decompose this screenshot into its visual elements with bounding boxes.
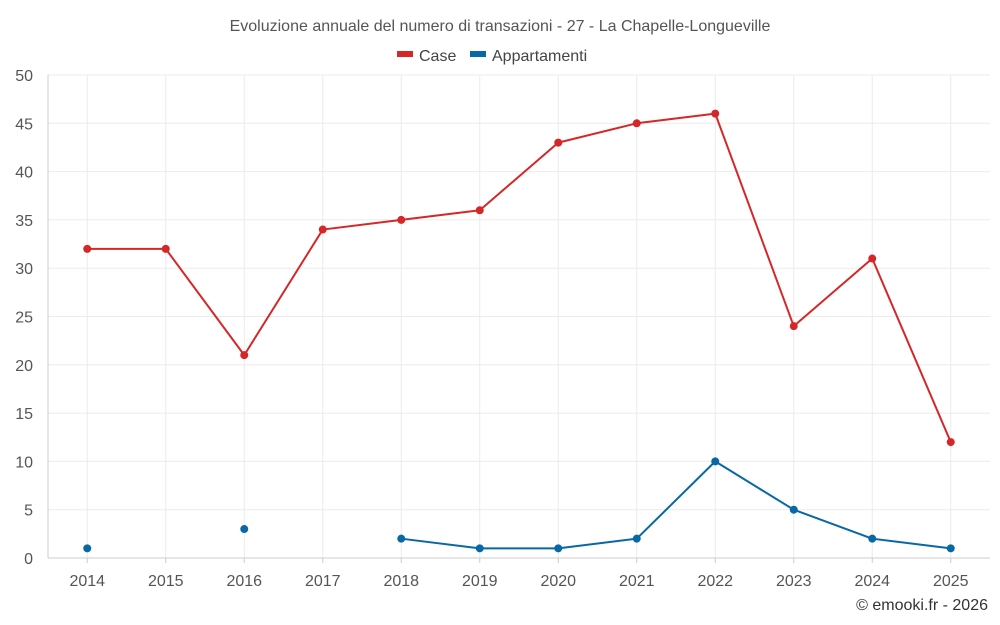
credit-text: © emooki.fr - 2026	[856, 597, 988, 614]
data-point-appartamenti[interactable]	[711, 457, 720, 466]
data-point-case[interactable]	[240, 351, 249, 360]
data-point-case[interactable]	[789, 322, 798, 331]
data-point-case[interactable]	[83, 244, 92, 253]
data-point-case[interactable]	[946, 438, 955, 447]
x-tick-label: 2019	[462, 573, 498, 590]
grid	[48, 74, 990, 559]
x-tick-label: 2015	[148, 573, 184, 590]
data-point-case[interactable]	[397, 215, 406, 224]
data-point-appartamenti[interactable]	[946, 544, 955, 553]
x-tick-label: 2023	[776, 573, 812, 590]
data-point-appartamenti[interactable]	[240, 525, 249, 534]
x-tick-label: 2014	[69, 573, 105, 590]
data-point-case[interactable]	[632, 119, 641, 128]
y-tick-label: 45	[15, 116, 33, 133]
data-point-appartamenti[interactable]	[632, 534, 641, 543]
data-point-appartamenti[interactable]	[554, 544, 563, 553]
data-point-appartamenti[interactable]	[789, 505, 798, 514]
x-tick-label: 2024	[854, 573, 890, 590]
legend-swatch-appartamenti	[470, 51, 486, 57]
data-point-appartamenti[interactable]	[475, 544, 484, 553]
data-point-case[interactable]	[318, 225, 327, 234]
data-point-case[interactable]	[161, 244, 170, 253]
y-tick-label: 0	[24, 551, 33, 568]
y-tick-label: 30	[15, 261, 33, 278]
data-point-appartamenti[interactable]	[397, 534, 406, 543]
legend-label-case[interactable]: Case	[419, 48, 456, 65]
data-point-case[interactable]	[475, 206, 484, 215]
data-point-appartamenti[interactable]	[868, 534, 877, 543]
x-tick-label: 2021	[619, 573, 655, 590]
x-tick-label: 2016	[226, 573, 262, 590]
data-point-appartamenti[interactable]	[83, 544, 92, 553]
y-tick-label: 35	[15, 213, 33, 230]
series	[83, 109, 955, 553]
y-tick-label: 25	[15, 310, 33, 327]
x-tick-label: 2022	[697, 573, 733, 590]
series-line-appartamenti	[401, 460, 951, 550]
y-tick-label: 10	[15, 454, 33, 471]
chart-title: Evoluzione annuale del numero di transaz…	[230, 18, 771, 35]
legend-swatch-case	[397, 51, 413, 57]
data-point-case[interactable]	[868, 254, 877, 263]
y-tick-label: 5	[24, 503, 33, 520]
legend-label-appartamenti[interactable]: Appartamenti	[492, 48, 587, 65]
legend: Case Appartamenti	[397, 48, 587, 65]
data-point-case[interactable]	[711, 109, 720, 118]
series-line-case	[87, 112, 952, 443]
data-point-case[interactable]	[554, 138, 563, 147]
x-tick-label: 2025	[933, 573, 969, 590]
y-tick-label: 15	[15, 406, 33, 423]
x-tick-label: 2017	[305, 573, 341, 590]
y-tick-label: 50	[15, 68, 33, 85]
x-tick-label: 2020	[540, 573, 576, 590]
x-tick-label: 2018	[383, 573, 419, 590]
y-tick-label: 20	[15, 358, 33, 375]
y-tick-label: 40	[15, 165, 33, 182]
